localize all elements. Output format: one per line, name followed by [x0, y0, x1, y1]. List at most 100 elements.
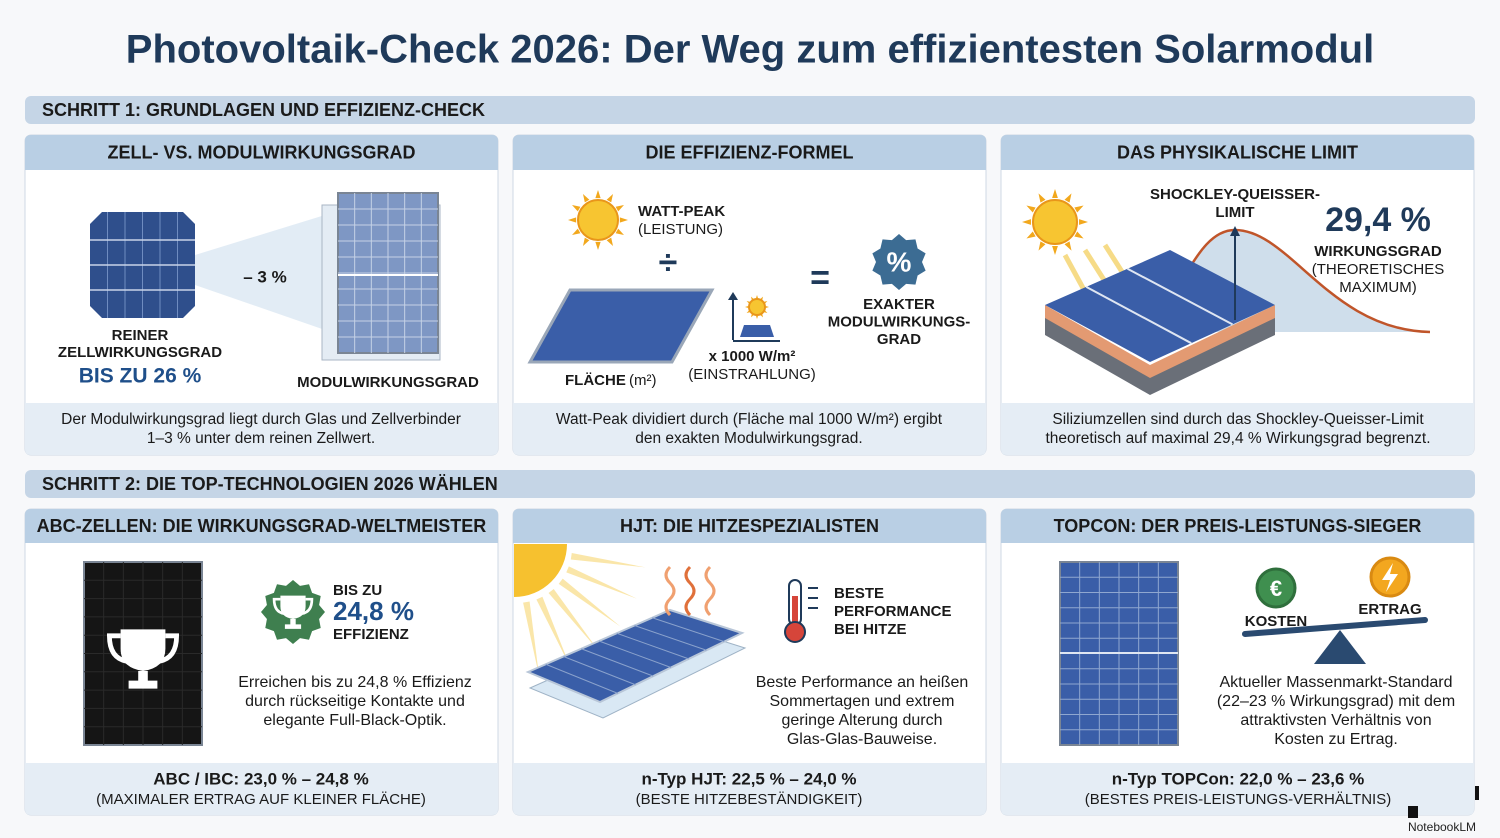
arrow-head — [1230, 226, 1240, 236]
area-unit: (m²) — [629, 372, 656, 389]
panel-footer — [25, 763, 498, 815]
irradiance: x 1000 W/m² — [709, 348, 796, 365]
mini-panel — [740, 325, 774, 337]
lightning — [1382, 563, 1398, 592]
sun-ray — [1079, 219, 1088, 225]
panel-footer — [513, 403, 986, 455]
module-label: MODULWIRKUNGSGRAD — [297, 374, 479, 391]
caption: Siliziumzellen sind durch das Shockley-Q… — [1052, 411, 1424, 428]
sun-ray — [548, 588, 598, 650]
sun-ray — [1064, 193, 1072, 203]
sun-disc — [577, 199, 619, 241]
cost-label: KOSTEN — [1245, 613, 1308, 630]
panel-heading: DAS PHYSIKALISCHE LIMIT — [1117, 142, 1358, 162]
badge-text: BEI HITZE — [834, 621, 907, 638]
badge-text: EFFIZIENZ — [333, 626, 409, 643]
sun-ray — [1026, 205, 1036, 213]
step-heading: SCHRITT 2: DIE TOP-TECHNOLOGIEN 2026 WÄH… — [42, 474, 498, 494]
sun-ray — [572, 228, 581, 235]
corner-mark — [1475, 786, 1479, 800]
sun-ray — [523, 601, 540, 677]
cell-layer — [1045, 305, 1275, 378]
arrow-head — [728, 292, 738, 300]
footer-note: (BESTE HITZEBESTÄNDIGKEIT) — [636, 791, 863, 808]
sun-ray — [536, 596, 571, 667]
busbar — [1127, 267, 1233, 326]
limit-label: SHOCKLEY-QUEISSER- — [1150, 186, 1320, 203]
sun-ray — [615, 205, 624, 212]
badge-label: % — [887, 246, 912, 277]
description: Erreichen bis zu 24,8 % Effizienz — [238, 674, 472, 691]
sun-ray — [1038, 193, 1046, 203]
sun-ray — [595, 190, 601, 199]
description: Beste Performance an heißen — [756, 674, 969, 691]
cell-line — [563, 656, 636, 686]
cell-value: BIS ZU 26 % — [79, 365, 202, 388]
panel-heading: ABC-ZELLEN: DIE WIRKUNGSGRAD-WELTMEISTER — [37, 516, 487, 536]
area-panel — [527, 288, 715, 364]
sun-disc — [748, 298, 766, 316]
sun-icon — [1022, 189, 1088, 255]
panel-header — [1001, 135, 1474, 170]
sun-ray — [1052, 189, 1058, 198]
panel-header — [25, 509, 498, 543]
panel-heading: ZELL- VS. MODULWIRKUNGSGRAD — [108, 142, 416, 162]
step-bar — [25, 96, 1475, 124]
badge-shape — [872, 234, 926, 290]
sun-ray — [572, 205, 581, 212]
watermark: NotebookLM — [1408, 820, 1476, 834]
description: Kosten zu Ertrag. — [1274, 731, 1398, 748]
cell-label: REINER — [112, 327, 169, 344]
cell-label: ZELLWIRKUNGSGRAD — [58, 344, 222, 361]
description: durch rückseitige Kontakte und — [245, 693, 465, 710]
heat-wave — [664, 565, 676, 617]
description: Aktueller Massenmarkt-Standard — [1220, 674, 1453, 691]
sun-ray — [1022, 219, 1031, 225]
sun-ray — [566, 566, 637, 599]
sun-ray — [1038, 241, 1046, 251]
trophy-icon — [280, 595, 306, 629]
trophy-icon — [120, 629, 166, 689]
trophy-handles — [106, 633, 180, 664]
page-title: Photovoltaik-Check 2026: Der Weg zum eff… — [126, 28, 1374, 72]
sun-ray — [606, 237, 613, 246]
result: GRAD — [877, 331, 921, 348]
sun-icon — [568, 190, 628, 250]
panel-header — [25, 135, 498, 170]
area-label: FLÄCHE — [565, 372, 626, 389]
sun-ray — [755, 315, 759, 319]
sun-ray — [568, 217, 577, 223]
sun-ray — [606, 194, 613, 203]
heat-wave — [704, 565, 716, 617]
panel-header — [513, 135, 986, 170]
result: MODULWIRKUNGS- — [828, 313, 971, 330]
sun-ray — [619, 217, 628, 223]
description: elegante Full-Black-Optik. — [263, 712, 446, 729]
result: EXAKTER — [863, 296, 935, 313]
sun-ray — [1026, 231, 1036, 239]
cell-line — [598, 640, 672, 668]
limit-value: 29,4 % — [1325, 201, 1431, 239]
numerator: (LEISTUNG) — [638, 221, 723, 238]
caption: Watt-Peak dividiert durch (Fläche mal 10… — [556, 411, 943, 428]
description: geringe Alterung durch — [782, 712, 943, 729]
cell-top — [1045, 250, 1275, 362]
sun-ray — [1064, 241, 1072, 251]
numerator: WATT-PEAK — [638, 203, 725, 220]
sun-ray — [1074, 231, 1084, 239]
light-beam — [195, 215, 325, 330]
loss-label: – 3 % — [243, 267, 286, 286]
cost-coin — [1255, 567, 1297, 609]
description: Glas-Glas-Bauweise. — [787, 731, 937, 748]
panel-heading: DIE EFFIZIENZ-FORMEL — [646, 142, 854, 162]
cell-line — [652, 617, 725, 643]
divide-sign: ÷ — [659, 244, 678, 282]
description: Sommertagen und extrem — [770, 693, 955, 710]
sun-ray — [570, 552, 646, 568]
sun-ray — [595, 241, 601, 250]
cell-line — [616, 632, 689, 660]
trophy-handles — [272, 597, 314, 615]
badge-text: PERFORMANCE — [834, 603, 952, 620]
sun-ray — [765, 305, 769, 309]
